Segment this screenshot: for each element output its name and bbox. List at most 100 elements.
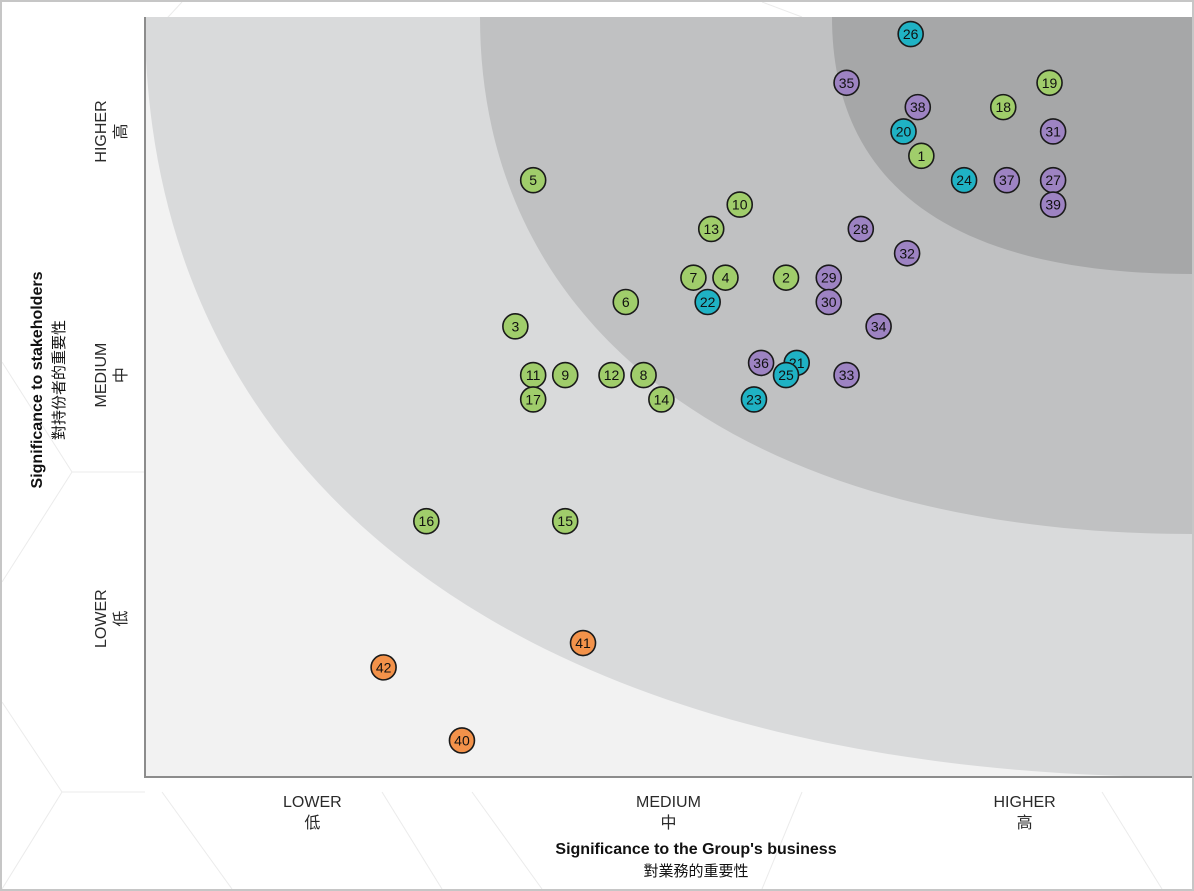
x-axis-subtitle: 對業務的重要性 <box>643 862 748 880</box>
background-decoration <box>2 2 1163 889</box>
point-marker <box>1036 69 1063 97</box>
point-label: 17 <box>525 391 541 407</box>
point-label: 16 <box>419 513 435 529</box>
point-label: 41 <box>575 635 591 651</box>
point-marker <box>694 288 721 316</box>
point-marker <box>897 20 924 48</box>
x-tick-label: HIGHER <box>994 794 1056 811</box>
point-label: 14 <box>654 391 670 407</box>
point-label: 33 <box>839 367 855 383</box>
data-point-27: 27 <box>1039 166 1067 194</box>
point-label: 5 <box>529 172 537 188</box>
point-marker <box>993 166 1021 194</box>
point-label: 36 <box>753 355 769 371</box>
y-tick-sublabel: 高 <box>112 123 130 139</box>
data-point-32: 32 <box>893 239 921 267</box>
point-marker <box>772 361 800 389</box>
point-label: 15 <box>557 513 573 529</box>
x-tick-sublabel: 低 <box>304 814 320 832</box>
point-marker <box>551 507 579 535</box>
data-point-15: 15 <box>551 507 579 535</box>
point-marker <box>772 264 800 291</box>
point-marker <box>904 93 932 121</box>
data-point-39: 39 <box>1039 191 1067 218</box>
zone-higher <box>832 17 1192 274</box>
y-tick-label: MEDIUM <box>93 343 110 408</box>
point-marker <box>648 386 675 413</box>
data-point-35: 35 <box>833 69 860 97</box>
point-marker <box>551 361 579 389</box>
data-point-17: 17 <box>519 386 547 413</box>
data-point-28: 28 <box>847 215 875 243</box>
point-marker <box>598 361 625 389</box>
point-label: 32 <box>899 245 915 261</box>
point-label: 12 <box>604 367 620 383</box>
point-label: 2 <box>782 270 790 286</box>
y-tick-label: LOWER <box>93 589 110 648</box>
point-label: 13 <box>703 221 719 237</box>
data-point-13: 13 <box>697 215 725 243</box>
data-point-8: 8 <box>630 361 657 389</box>
data-point-38: 38 <box>904 93 932 121</box>
point-marker <box>630 361 657 389</box>
data-point-9: 9 <box>551 361 579 389</box>
data-point-41: 41 <box>569 629 597 657</box>
point-marker <box>747 349 775 377</box>
y-axis-ticks: LOWER 低 MEDIUM 中 HIGHER 高 <box>93 100 130 648</box>
data-point-6: 6 <box>612 288 640 316</box>
y-tick-sublabel: 中 <box>112 367 130 383</box>
point-label: 27 <box>1045 172 1061 188</box>
data-point-33: 33 <box>833 361 860 389</box>
data-point-22: 22 <box>694 288 721 316</box>
point-marker <box>502 313 529 340</box>
point-marker <box>815 288 843 316</box>
data-point-42: 42 <box>370 654 397 681</box>
data-point-4: 4 <box>712 264 739 291</box>
point-label: 37 <box>999 172 1015 188</box>
data-point-25: 25 <box>772 361 800 389</box>
point-label: 35 <box>839 75 855 91</box>
point-marker <box>413 507 440 535</box>
point-label: 38 <box>910 99 926 115</box>
point-marker <box>740 386 768 413</box>
x-tick-sublabel: 中 <box>660 814 676 832</box>
point-marker <box>712 264 739 291</box>
data-point-2: 2 <box>772 264 800 291</box>
point-label: 3 <box>511 318 519 334</box>
point-marker <box>519 386 547 413</box>
point-label: 11 <box>526 367 541 383</box>
x-axis-title: Significance to the Group's business <box>555 841 836 858</box>
y-tick-sublabel: 低 <box>112 611 130 627</box>
point-label: 22 <box>700 294 716 310</box>
data-point-11: 11 <box>519 361 547 389</box>
point-marker <box>1039 118 1067 145</box>
point-label: 34 <box>871 318 887 334</box>
y-tick-label: HIGHER <box>93 100 110 162</box>
point-label: 24 <box>956 172 972 188</box>
point-label: 31 <box>1045 123 1061 139</box>
point-marker <box>865 313 892 340</box>
point-label: 39 <box>1045 197 1061 213</box>
point-marker <box>908 142 935 170</box>
point-marker <box>448 727 476 754</box>
point-label: 6 <box>622 294 630 310</box>
x-tick-sublabel: 高 <box>1017 814 1033 832</box>
point-label: 4 <box>722 270 730 286</box>
point-label: 8 <box>640 367 648 383</box>
point-marker <box>893 239 921 267</box>
data-point-40: 40 <box>448 727 476 754</box>
point-marker <box>726 191 754 218</box>
point-marker <box>833 69 860 97</box>
point-label: 25 <box>778 367 794 383</box>
point-label: 1 <box>917 148 925 164</box>
data-point-23: 23 <box>740 386 768 413</box>
data-point-19: 19 <box>1036 69 1063 97</box>
point-label: 7 <box>690 270 698 286</box>
point-marker <box>989 93 1017 121</box>
y-axis-subtitle: 對持份者的重要性 <box>50 320 68 440</box>
point-label: 29 <box>821 270 837 286</box>
point-marker <box>612 288 640 316</box>
